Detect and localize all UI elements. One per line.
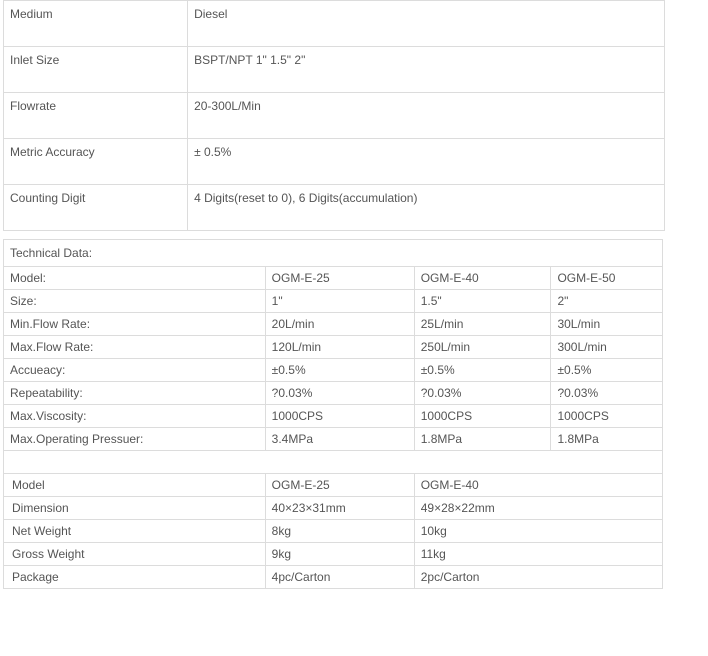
physical-header-label: Model [4,474,266,497]
table-row: Max.Viscosity: 1000CPS 1000CPS 1000CPS [4,405,663,428]
physical-header-row: Model OGM-E-25 OGM-E-40 [4,474,663,497]
tech-cell: ±0.5% [265,359,414,382]
physical-model-header: OGM-E-40 [414,474,662,497]
phys-cell: 40×23×31mm [265,497,414,520]
technical-model-header: OGM-E-50 [551,267,663,290]
spec-label: Medium [4,1,188,47]
spec-value: BSPT/NPT 1" 1.5" 2" [188,47,665,93]
tech-cell: 1" [265,290,414,313]
table-row: Repeatability: ?0.03% ?0.03% ?0.03% [4,382,663,405]
spec-label: Inlet Size [4,47,188,93]
phys-row-label: Dimension [4,497,266,520]
table-row: Gross Weight 9kg 11kg [4,543,663,566]
table-row: Package 4pc/Carton 2pc/Carton [4,566,663,589]
table-row: Counting Digit 4 Digits(reset to 0), 6 D… [4,185,665,231]
tech-cell: 1.8MPa [551,428,663,451]
technical-model-header: OGM-E-25 [265,267,414,290]
tech-cell: 1.5" [414,290,551,313]
technical-title-row: Technical Data: [4,240,663,267]
phys-cell: 8kg [265,520,414,543]
tech-row-label: Size: [4,290,266,313]
phys-row-label: Net Weight [4,520,266,543]
phys-row-label: Gross Weight [4,543,266,566]
spec-value: Diesel [188,1,665,47]
tech-cell: 30L/min [551,313,663,336]
table-row: Medium Diesel [4,1,665,47]
technical-header-row: Model: OGM-E-25 OGM-E-40 OGM-E-50 [4,267,663,290]
spec-label: Metric Accuracy [4,139,188,185]
tech-cell: 25L/min [414,313,551,336]
table-row: Size: 1" 1.5" 2" [4,290,663,313]
tech-cell: 1.8MPa [414,428,551,451]
tech-cell: 20L/min [265,313,414,336]
spec-label: Counting Digit [4,185,188,231]
technical-model-header: OGM-E-40 [414,267,551,290]
spec-label: Flowrate [4,93,188,139]
tech-cell: ?0.03% [551,382,663,405]
table-row: Net Weight 8kg 10kg [4,520,663,543]
table-row: Accueacy: ±0.5% ±0.5% ±0.5% [4,359,663,382]
tech-cell: 120L/min [265,336,414,359]
tech-row-label: Min.Flow Rate: [4,313,266,336]
table-row: Flowrate 20-300L/Min [4,93,665,139]
technical-data-table: Technical Data: Model: OGM-E-25 OGM-E-40… [3,239,663,589]
phys-cell: 2pc/Carton [414,566,662,589]
specs-table: Medium Diesel Inlet Size BSPT/NPT 1" 1.5… [3,0,665,231]
table-row: Max.Flow Rate: 120L/min 250L/min 300L/mi… [4,336,663,359]
tech-cell: ?0.03% [265,382,414,405]
tech-cell: ±0.5% [551,359,663,382]
phys-cell: 9kg [265,543,414,566]
spacer-row [4,451,663,474]
tech-row-label: Repeatability: [4,382,266,405]
tech-cell: ?0.03% [414,382,551,405]
spec-value: ± 0.5% [188,139,665,185]
tech-row-label: Max.Flow Rate: [4,336,266,359]
table-row: Min.Flow Rate: 20L/min 25L/min 30L/min [4,313,663,336]
tech-cell: 3.4MPa [265,428,414,451]
tech-cell: 1000CPS [265,405,414,428]
tech-row-label: Max.Viscosity: [4,405,266,428]
phys-cell: 49×28×22mm [414,497,662,520]
tech-cell: 250L/min [414,336,551,359]
tech-cell: 2" [551,290,663,313]
tech-cell: ±0.5% [414,359,551,382]
technical-title: Technical Data: [4,240,663,267]
spacer-cell [4,451,663,474]
phys-cell: 10kg [414,520,662,543]
table-row: Metric Accuracy ± 0.5% [4,139,665,185]
table-row: Max.Operating Pressuer: 3.4MPa 1.8MPa 1.… [4,428,663,451]
table-row: Inlet Size BSPT/NPT 1" 1.5" 2" [4,47,665,93]
phys-cell: 4pc/Carton [265,566,414,589]
physical-model-header: OGM-E-25 [265,474,414,497]
spec-value: 20-300L/Min [188,93,665,139]
tech-row-label: Max.Operating Pressuer: [4,428,266,451]
spec-value: 4 Digits(reset to 0), 6 Digits(accumulat… [188,185,665,231]
tech-cell: 1000CPS [414,405,551,428]
table-row: Dimension 40×23×31mm 49×28×22mm [4,497,663,520]
phys-cell: 11kg [414,543,662,566]
tech-row-label: Accueacy: [4,359,266,382]
tech-cell: 1000CPS [551,405,663,428]
technical-header-label: Model: [4,267,266,290]
phys-row-label: Package [4,566,266,589]
tech-cell: 300L/min [551,336,663,359]
